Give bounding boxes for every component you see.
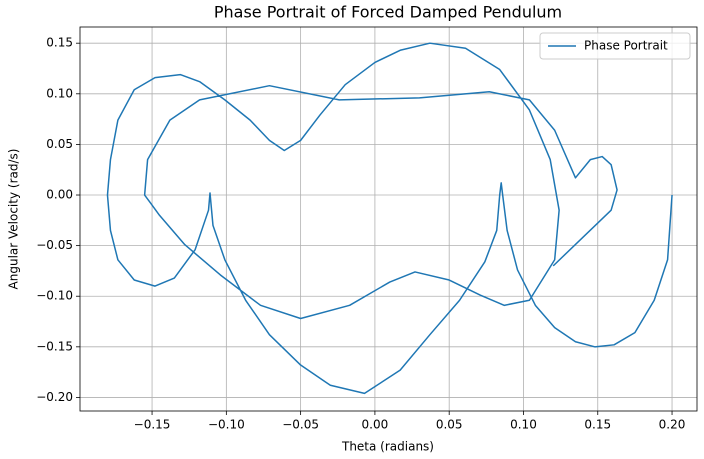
y-tick-label: 0.00	[46, 188, 73, 202]
x-tick-label: −0.05	[282, 418, 319, 432]
x-tick-label: 0.20	[659, 418, 686, 432]
y-tick-label: −0.20	[36, 390, 73, 404]
y-tick-label: 0.05	[46, 137, 73, 151]
y-axis-label: Angular Velocity (rad/s)	[7, 149, 21, 290]
x-tick-label: 0.15	[584, 418, 611, 432]
x-axis-label: Theta (radians)	[341, 440, 434, 454]
y-tick-label: 0.10	[46, 86, 73, 100]
x-tick-label: 0.05	[436, 418, 463, 432]
x-tick-label: 0.00	[362, 418, 389, 432]
x-tick-label: 0.10	[510, 418, 537, 432]
y-tick-label: −0.05	[36, 238, 73, 252]
chart-title: Phase Portrait of Forced Damped Pendulum	[214, 3, 562, 22]
x-tick-label: −0.10	[208, 418, 245, 432]
plot-frame	[79, 26, 698, 412]
x-tick-label: −0.15	[134, 418, 171, 432]
legend-box	[539, 32, 691, 60]
legend-label: Phase Portrait	[584, 39, 668, 53]
y-tick-label: −0.15	[36, 339, 73, 353]
y-tick-label: −0.10	[36, 289, 73, 303]
data-line	[106, 42, 673, 395]
y-tick-label: 0.15	[46, 36, 73, 50]
